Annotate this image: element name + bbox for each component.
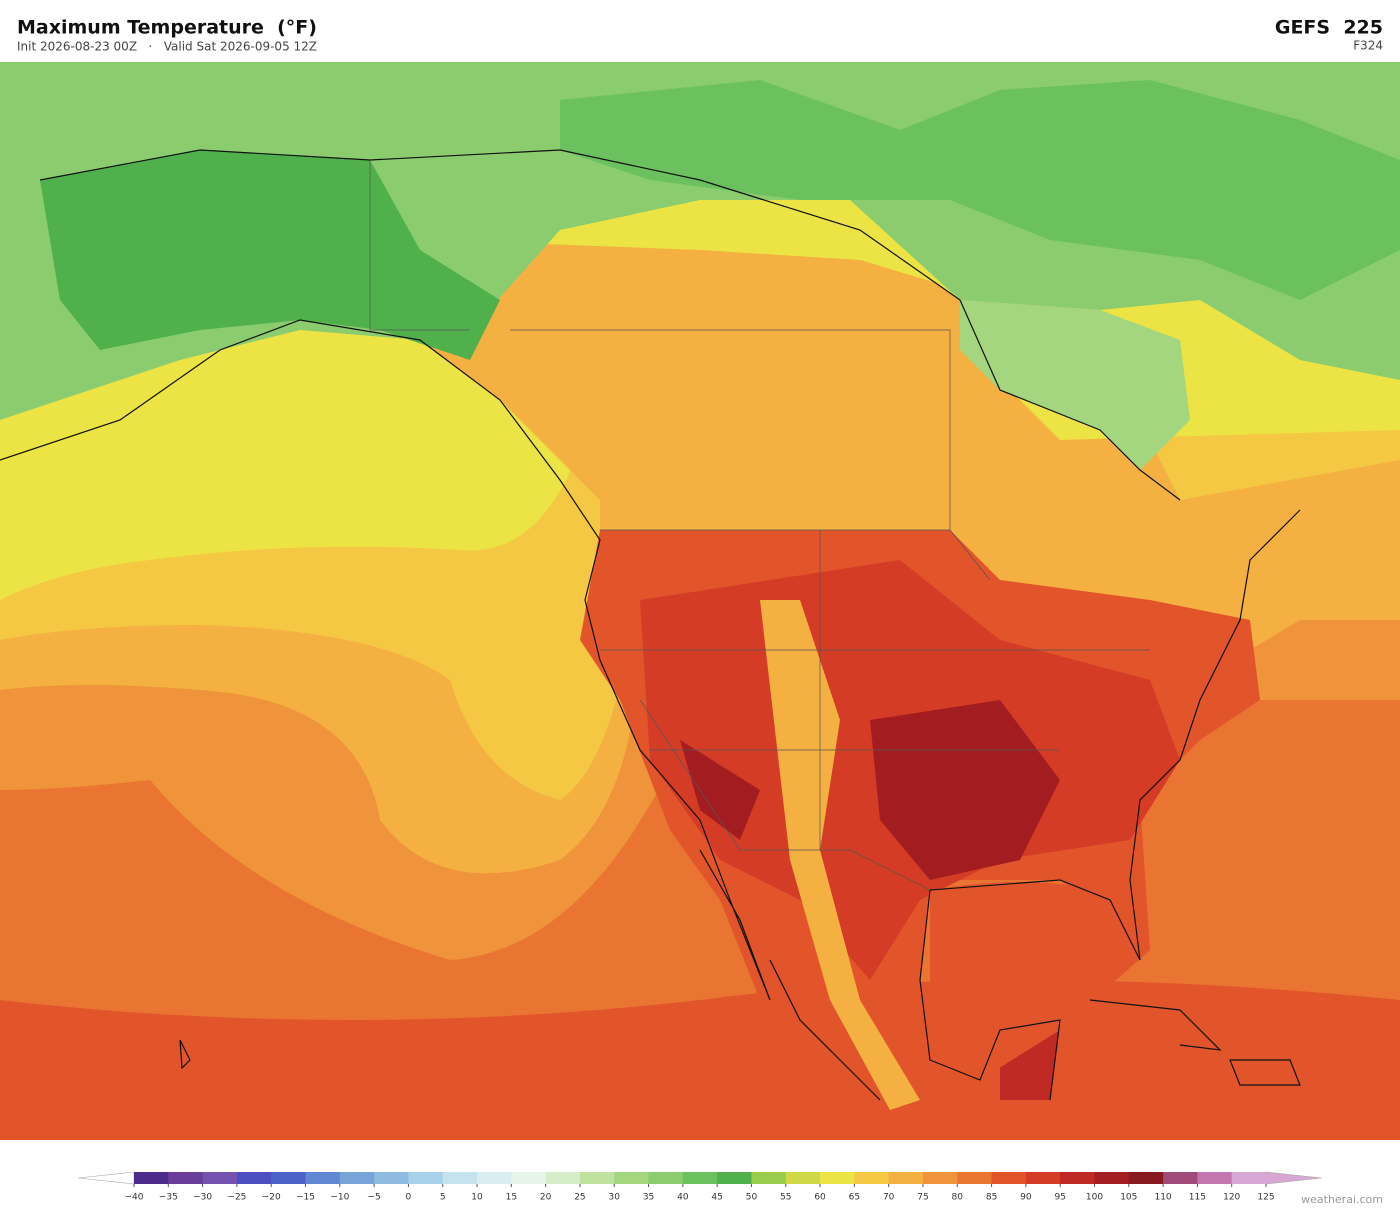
colorbar-tick-label: 85 [986,1193,997,1203]
colorbar-tick-label: 5 [440,1193,446,1203]
colorbar-segment [991,1172,1027,1184]
colorbar-segment [785,1172,821,1184]
colorbar-tick-label: −35 [159,1193,178,1203]
colorbar-tick-label: −40 [125,1193,144,1203]
colorbar-segment [1128,1172,1164,1184]
colorbar-segment [614,1172,650,1184]
colorbar-segment [374,1172,409,1184]
colorbar-segment [888,1172,924,1184]
forecast-hour: F324 [1353,39,1383,53]
colorbar-segment [820,1172,855,1184]
colorbar-segment [339,1172,375,1184]
colorbar-tick-label: 120 [1223,1193,1240,1203]
land-arctic-islands [560,80,1400,300]
colorbar-tick-label: 35 [643,1193,654,1203]
colorbar-tick-label: −5 [367,1193,380,1203]
colorbar-tick-label: 30 [609,1193,621,1203]
land-desert [680,740,760,840]
colorbar-segment [271,1172,307,1184]
colorbar-tick-label: −20 [262,1193,281,1203]
colorbar-tick-label: 95 [1054,1193,1065,1203]
colorbar-segment [1197,1172,1233,1184]
colorbar-segment [717,1172,752,1184]
colorbar-segment [305,1172,341,1184]
colorbar-segment [511,1172,547,1184]
colorbar-tick-label: 55 [780,1193,791,1203]
colorbar-tick-label: 25 [574,1193,585,1203]
colorbar-tick-label: 115 [1189,1193,1206,1203]
subtitle: Init 2026-08-23 00Z · Valid Sat 2026-09-… [17,40,317,54]
colorbar-tick-label: 100 [1086,1193,1103,1203]
colorbar-tick-label: 45 [711,1193,722,1203]
land-alaska [40,150,500,360]
colorbar-tick-label: 75 [917,1193,928,1203]
colorbar-segment [202,1172,238,1184]
colorbar-tick-label: 70 [883,1193,895,1203]
colorbar-segment [1231,1172,1267,1184]
model: GEFS 225 [1275,17,1383,39]
colorbar-tick-label: 90 [1020,1193,1032,1203]
colorbar-tick-label: 0 [406,1193,412,1203]
colorbar-tick-label: 10 [471,1193,483,1203]
colorbar-tick-label: 60 [814,1193,826,1203]
colorbar-segment [545,1172,581,1184]
colorbar-tick-label: 15 [506,1193,517,1203]
colorbar-tick-label: 125 [1257,1193,1274,1203]
colorbar-tick-label: −25 [227,1193,246,1203]
colorbar-tick-label: −30 [193,1193,212,1203]
colorbar-segment [854,1172,890,1184]
colorbar-tick-label: 65 [849,1193,860,1203]
colorbar-extend-low [77,1171,135,1185]
colorbar-segment [1025,1172,1061,1184]
mountains [760,600,920,1110]
colorbar-tick-label: 80 [952,1193,964,1203]
colorbar-tick-label: 110 [1154,1193,1171,1203]
colorbar-segment [751,1172,787,1184]
colorbar-segment [579,1172,615,1184]
colorbar-tick-label: 40 [677,1193,689,1203]
colorbar-segment [442,1172,478,1184]
colorbar-tick-label: −15 [296,1193,315,1203]
hudson-bay [960,300,1190,470]
colorbar-segment [236,1172,272,1184]
colorbar-segment [682,1172,718,1184]
colorbar-segment [408,1172,444,1184]
colorbar-tick-label: 50 [746,1193,758,1203]
colorbar-segment [648,1172,684,1184]
map [0,62,1400,1140]
colorbar-segment [1094,1172,1130,1184]
colorbar-segment [1060,1172,1095,1184]
title: Maximum Temperature (°F) [17,17,317,39]
gulf [930,882,1150,1080]
colorbar-segment [134,1172,169,1184]
colorbar-tick-label: 105 [1120,1193,1137,1203]
colorbar-segment [957,1172,993,1184]
colorbar-segment [1163,1172,1198,1184]
watermark: weatherai.com [1301,1193,1383,1206]
land-texas [870,700,1060,880]
colorbar-segment [168,1172,204,1184]
colorbar-tick-label: 20 [540,1193,552,1203]
colorbar-extend-high [1265,1171,1323,1185]
colorbar-segment [477,1172,512,1184]
colorbar-tick-label: −10 [330,1193,349,1203]
colorbar-segment [922,1172,958,1184]
